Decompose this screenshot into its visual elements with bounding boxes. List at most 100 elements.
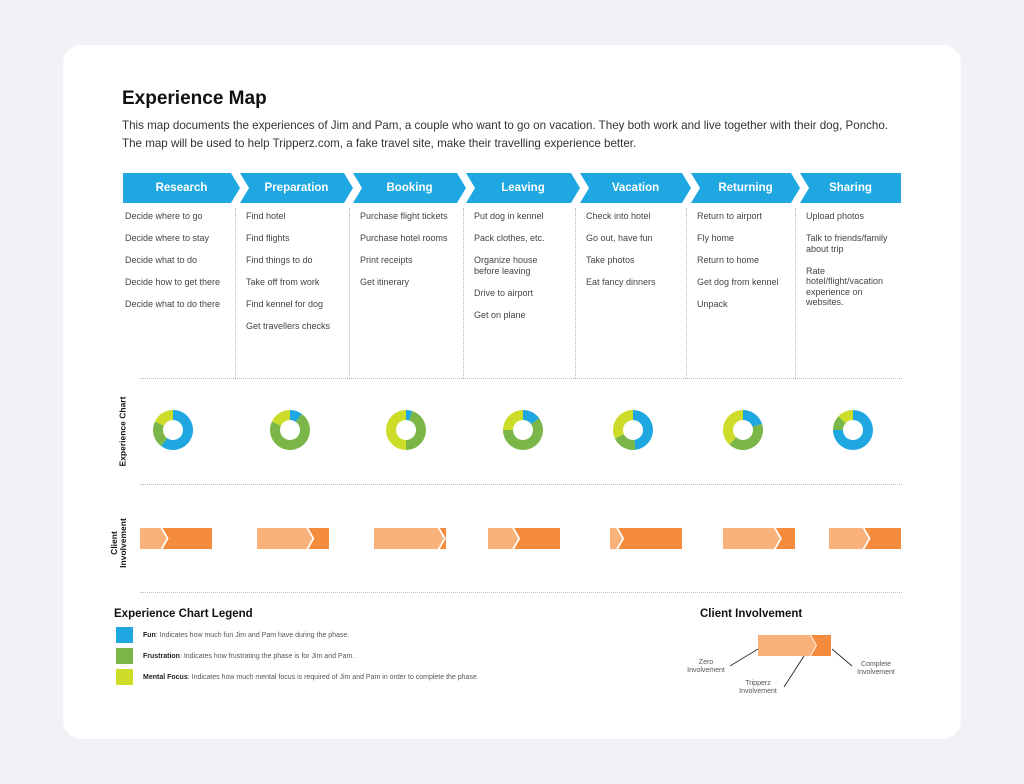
legend-zero-segment [758, 635, 816, 656]
client-involvement-legend-title: Client Involvement [700, 608, 803, 620]
page-description: This map documents the experiences of Ji… [122, 119, 889, 150]
involvement-tripperz-sharing [864, 528, 901, 549]
involvement-zero-sharing [829, 528, 869, 549]
involvement-zero-preparation [257, 528, 313, 549]
task-item: Take photos [586, 255, 635, 265]
task-item: Return to airport [697, 211, 763, 221]
tasks-column-leaving: Put dog in kennel Pack clothes, etc. Organ… [464, 208, 576, 378]
task-item: Purchase hotel rooms [360, 233, 448, 243]
phase-research: Research [123, 173, 240, 203]
zero-involvement-label: Zero Involvement [687, 659, 725, 674]
legend-item-mental-focus: Mental Focus: Indicates how much mental … [116, 669, 479, 685]
involvement-zero-vacation [610, 528, 623, 549]
phase-preparation: Preparation [240, 173, 353, 203]
donut-slice-frustration-research [153, 421, 168, 447]
divider-line [140, 592, 902, 593]
donut-slice-frustration-preparation [270, 413, 311, 451]
task-item: Organize house before leaving [474, 255, 538, 276]
involvement-tripperz-booking [439, 528, 446, 549]
client-involvement-legend-diagram [729, 635, 853, 688]
task-item: Get itinerary [360, 277, 410, 287]
involvement-tripperz-research [162, 528, 212, 549]
task-item: Find hotel [246, 211, 286, 221]
donut-slice-frustration-vacation [614, 434, 636, 450]
legend-item-frustration: Frustration: Indicates how frustrating t… [116, 648, 354, 664]
donut-slice-mental-focus-leaving [503, 410, 523, 430]
task-item: Unpack [697, 299, 728, 309]
task-item: Purchase flight tickets [360, 211, 448, 221]
task-item: Get travellers checks [246, 321, 331, 331]
donut-slice-fun-preparation [290, 410, 302, 422]
phase-vacation: Vacation [580, 173, 691, 203]
task-item: Decide where to go [125, 211, 203, 221]
task-item: Drive to airport [474, 287, 534, 298]
phase-sharing: Sharing [800, 173, 901, 203]
task-item: Talk to friends/family about trip [806, 233, 888, 254]
donut-slice-mental-focus-returning [723, 410, 743, 445]
donut-slice-fun-sharing [833, 410, 873, 450]
phase-header-row: Research Preparation Booking Leaving Vacatio… [123, 173, 901, 203]
task-item: Find flights [246, 233, 290, 243]
involvement-zero-research [140, 528, 167, 549]
tasks-column-research: Decide where to go Decide where to stay De… [123, 208, 236, 378]
legend-complete-pointer [831, 648, 853, 667]
involvement-tripperz-preparation [308, 528, 329, 549]
tripperz-involvement-label: Tripperz Involvement [739, 680, 777, 695]
donut-slice-fun-returning [743, 410, 763, 427]
task-item: Fly home [697, 233, 735, 243]
tasks-column-booking: Purchase flight tickets Purchase hotel ro… [350, 208, 464, 378]
donut-slice-fun-leaving [523, 410, 540, 425]
task-item: Print receipts [360, 255, 413, 265]
donut-slice-mental-focus-sharing [838, 410, 853, 424]
phase-returning: Returning [691, 173, 800, 203]
donut-slice-fun-research [161, 410, 193, 450]
task-item: Decide how to get there [125, 277, 221, 287]
donut-slice-frustration-leaving [503, 418, 543, 450]
donut-slice-mental-focus-booking [386, 410, 406, 450]
donut-slice-frustration-booking [406, 410, 426, 450]
frustration-swatch [116, 648, 133, 664]
page-title: Experience Map [122, 88, 267, 109]
task-item: Take off from work [246, 277, 320, 287]
donut-slice-mental-focus-preparation [271, 410, 290, 426]
task-item: Decide what to do [125, 255, 198, 265]
task-item: Pack clothes, etc. [474, 233, 545, 243]
donut-slice-mental-focus-research [154, 410, 173, 426]
task-item: Return to home [697, 255, 760, 265]
phase-task-columns: Decide where to go Decide where to stay De… [123, 208, 901, 378]
task-item: Go out, have fun [586, 233, 653, 243]
task-item: Decide what to do there [125, 299, 221, 309]
legend-tripperz-pointer [783, 655, 805, 688]
donut-slice-fun-vacation [633, 410, 654, 450]
tasks-column-vacation: Check into hotel Go out, have fun Take pho… [576, 208, 687, 378]
task-item: Decide where to stay [125, 233, 210, 243]
legend-item-fun: Fun: Indicates how much fun Jim and Pam … [116, 627, 349, 643]
legend-title: Experience Chart Legend [114, 608, 253, 620]
legend-tripperz-segment [811, 635, 831, 656]
experience-map-card [63, 45, 961, 739]
phase-booking: Booking [353, 173, 466, 203]
donut-slice-mental-focus-vacation [613, 410, 633, 439]
legend-zero-pointer [729, 648, 759, 667]
involvement-zero-returning [723, 528, 780, 549]
task-item: Get dog from kennel [697, 277, 779, 287]
tasks-column-sharing: Upload photos Talk to friends/family abou… [796, 208, 901, 378]
tasks-column-preparation: Find hotel Find flights Find things to do T… [236, 208, 350, 378]
mental-focus-swatch [116, 669, 133, 685]
task-item: Find kennel for dog [246, 299, 324, 309]
tasks-column-returning: Return to airport Fly home Return to home G… [687, 208, 796, 378]
involvement-zero-leaving [488, 528, 519, 549]
donut-slice-fun-booking [406, 410, 413, 421]
involvement-tripperz-vacation [618, 528, 682, 549]
involvement-zero-booking [374, 528, 444, 549]
complete-involvement-label: Complete Involvement [857, 661, 895, 676]
divider-line [140, 484, 902, 485]
task-item: Eat fancy dinners [586, 277, 656, 287]
task-item: Check into hotel [586, 211, 651, 221]
involvement-tripperz-leaving [514, 528, 560, 549]
task-item: Upload photos [806, 211, 865, 221]
task-item: Get on plane [474, 309, 526, 320]
task-item: Rate hotel/flight/vacation experience on… [806, 265, 884, 308]
fun-swatch [116, 627, 133, 643]
